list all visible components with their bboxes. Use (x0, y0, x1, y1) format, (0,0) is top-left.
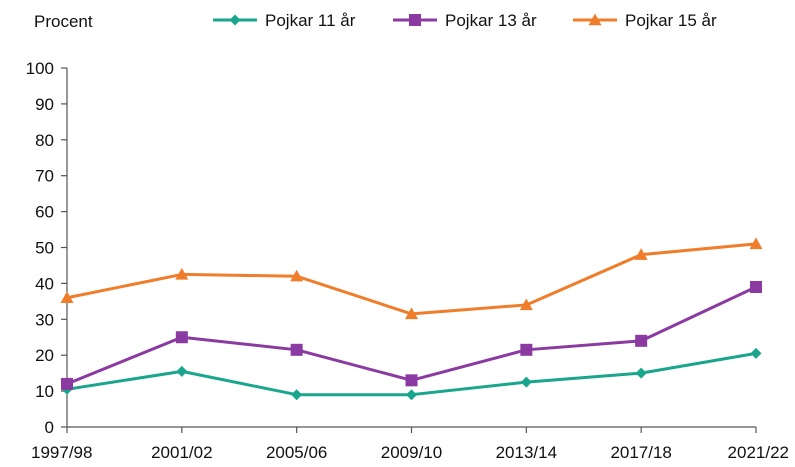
data-point-marker (750, 347, 762, 359)
y-tick-label: 60 (35, 203, 54, 222)
data-point-marker (175, 267, 189, 280)
series-2 (61, 280, 762, 390)
legend-swatch-marker (229, 14, 241, 26)
legend-item: Pojkar 11 år (213, 11, 356, 30)
x-tick-label: 2017/18 (610, 443, 671, 462)
y-tick-label: 50 (35, 239, 54, 258)
y-axis: 0 10 20 30 40 50 60 70 80 90 100 (26, 59, 68, 437)
y-tick-label: 30 (35, 310, 54, 329)
x-tick-label: 2001/02 (151, 443, 212, 462)
data-point-marker (520, 343, 533, 356)
data-point-marker (634, 248, 648, 260)
x-tick-label: 1997/98 (31, 443, 92, 462)
data-point-marker (405, 307, 418, 320)
legend-label: Pojkar 11 år (265, 11, 356, 30)
data-point-marker (405, 374, 418, 387)
data-point-marker (290, 343, 303, 356)
y-tick-label: 80 (35, 131, 54, 150)
data-point-marker (519, 298, 533, 311)
data-point-marker (61, 377, 73, 390)
data-point-marker (290, 269, 304, 282)
x-axis: 1997/98 2001/02 2005/06 2009/10 2013/14 2017/… (31, 426, 789, 462)
y-tick-label: 90 (35, 95, 54, 114)
y-tick-label: 20 (35, 346, 54, 365)
data-point-marker (749, 237, 763, 250)
data-point-marker (635, 367, 647, 379)
legend-swatch-marker (588, 13, 602, 26)
y-tick-label: 70 (35, 167, 54, 186)
series-line (66, 285, 757, 386)
x-tick-label: 2013/14 (496, 443, 557, 462)
series-3 (60, 237, 763, 320)
legend-label: Pojkar 15 år (625, 11, 717, 30)
data-point-marker (406, 389, 417, 401)
data-point-marker (175, 331, 188, 344)
series-line (66, 242, 757, 316)
y-tick-label: 0 (45, 418, 54, 437)
legend-item: Pojkar 13 år (393, 11, 537, 30)
data-point-marker (176, 365, 188, 377)
data-point-marker (520, 376, 532, 388)
y-tick-label: 40 (35, 274, 54, 293)
x-tick-label: 2009/10 (381, 443, 442, 462)
plot-series (60, 237, 763, 401)
y-axis-title: Procent (34, 12, 93, 31)
series-1 (61, 347, 762, 401)
legend-item: Pojkar 15 år (573, 11, 717, 30)
data-point-marker (750, 280, 762, 293)
y-tick-label: 100 (26, 59, 54, 78)
series-line (66, 351, 757, 397)
x-tick-label: 2005/06 (266, 443, 327, 462)
data-point-marker (291, 389, 303, 401)
data-point-marker (60, 291, 74, 303)
y-tick-label: 10 (35, 382, 54, 401)
x-tick-label: 2021/22 (728, 443, 789, 462)
legend-label: Pojkar 13 år (445, 11, 537, 30)
data-point-marker (635, 334, 648, 347)
legend: Pojkar 11 år Pojkar 13 år Pojkar 15 år (213, 11, 717, 30)
legend-swatch-marker (409, 14, 421, 26)
